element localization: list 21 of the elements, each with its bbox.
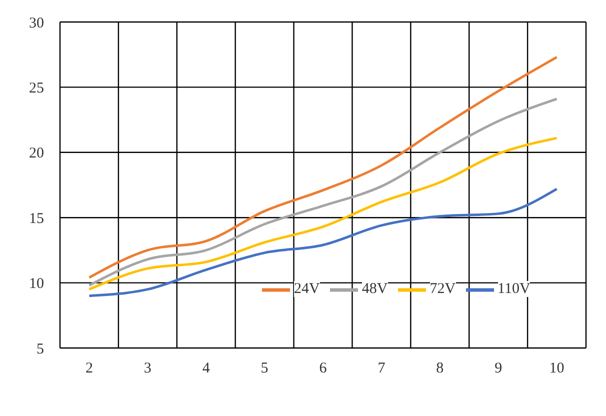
legend-label: 24V: [294, 281, 320, 298]
y-tick-label: 5: [36, 341, 44, 358]
x-tick-label: 6: [319, 360, 328, 377]
line-series: [88, 56, 558, 279]
x-tick-label: 10: [549, 360, 564, 377]
line-series: [88, 188, 558, 298]
y-tick-label: 10: [29, 276, 44, 292]
x-tick-label: 7: [378, 360, 386, 377]
x-tick-label: 8: [436, 360, 444, 377]
legend-label: 48V: [362, 281, 388, 298]
legend-label: 110V: [498, 281, 530, 298]
y-tick-label: 30: [29, 15, 44, 32]
legend-label: 72V: [430, 281, 456, 298]
y-tick-label: 15: [29, 210, 44, 227]
y-tick-label: 20: [29, 146, 44, 162]
x-tick-label: 2: [85, 360, 93, 377]
x-tick-label: 3: [144, 360, 152, 377]
y-tick-label: 25: [29, 80, 44, 97]
x-tick-label: 5: [260, 360, 268, 377]
x-tick-label: 4: [202, 360, 210, 377]
x-tick-label: 9: [494, 360, 502, 377]
